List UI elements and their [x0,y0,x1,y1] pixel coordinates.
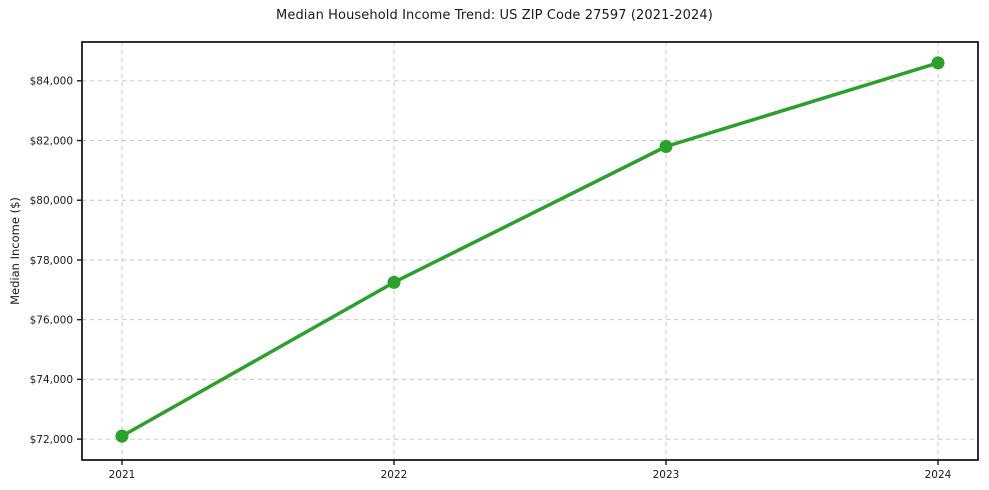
y-tick-label: $82,000 [30,135,73,147]
data-point [931,56,945,70]
plot-border [81,41,979,461]
y-tick-label: $78,000 [30,255,73,267]
x-tick-label: 2021 [109,469,136,481]
data-point [387,275,401,289]
data-point [659,140,673,153]
y-tick-label: $76,000 [30,314,73,326]
chart-title: Median Household Income Trend: US ZIP Co… [276,8,713,23]
y-tick-label: $84,000 [30,76,73,88]
x-tick-label: 2022 [381,469,408,481]
x-tick-label: 2023 [653,469,680,481]
y-tick-label: $72,000 [30,434,73,446]
data-point [115,429,129,443]
trend-line [120,61,940,438]
x-tick-label: 2024 [925,469,952,481]
y-tick-label: $80,000 [30,195,73,207]
y-tick-label: $74,000 [30,374,73,386]
